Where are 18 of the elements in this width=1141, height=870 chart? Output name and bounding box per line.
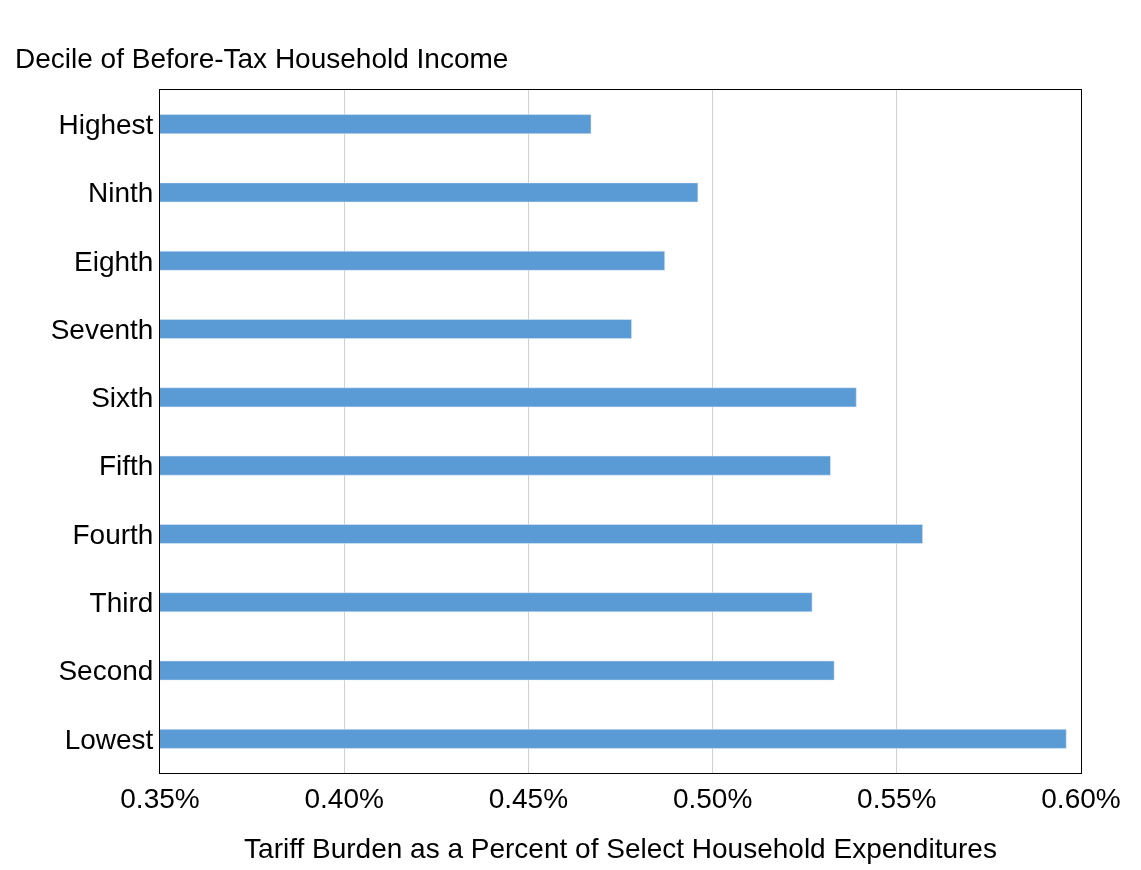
y-tick-label: Highest <box>58 108 154 140</box>
y-tick-label: Lowest <box>64 723 154 755</box>
y-tick-label: Second <box>58 655 154 687</box>
x-tick-label: 0.55% <box>857 782 937 814</box>
y-axis-title: Decile of Before-Tax Household Income <box>15 43 509 74</box>
y-tick-label: Fifth <box>98 450 154 482</box>
y-tick-label: Sixth <box>91 382 154 414</box>
x-tick-label: 0.35% <box>120 782 200 814</box>
y-tick-label: Eighth <box>73 245 154 277</box>
y-tick-label: Seventh <box>50 313 154 345</box>
x-tick-label: 0.45% <box>488 782 569 814</box>
x-tick-label: 0.40% <box>304 782 384 814</box>
x-tick-label: 0.50% <box>672 782 753 814</box>
y-tick-label: Ninth <box>88 177 154 209</box>
y-tick-label: Fourth <box>72 518 154 550</box>
x-axis-title: Tariff Burden as a Percent of Select Household Expenditures <box>244 832 997 864</box>
x-tick-label: 0.60% <box>1041 782 1121 814</box>
y-tick-label: Third <box>89 587 154 619</box>
